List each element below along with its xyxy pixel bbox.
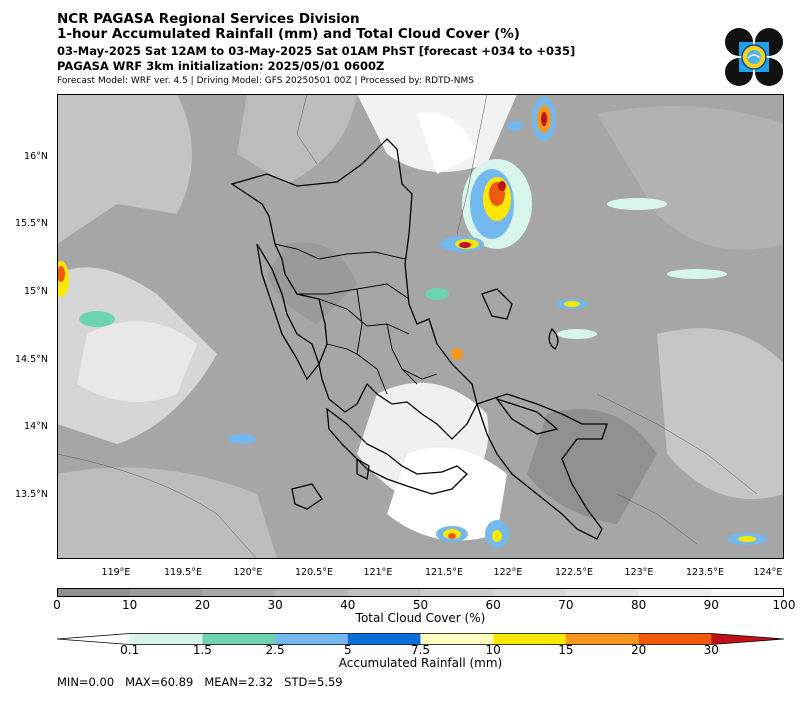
rain-color-segment — [202, 633, 276, 645]
cloud-color-segment — [202, 588, 276, 597]
statistics-line: MIN=0.00 MAX=60.89 MEAN=2.32 STD=5.59 — [57, 675, 343, 689]
rain-tick-label: 0.1 — [120, 643, 140, 657]
rain-color-segment — [347, 633, 421, 645]
lon-label: 120.5°E — [295, 567, 333, 578]
cloud-cover-colorbar — [57, 588, 784, 597]
lat-label: 14.5°N — [14, 354, 48, 365]
cloud-color-segment — [565, 588, 640, 597]
cloud-tick-label: 100 — [772, 598, 796, 612]
rainfall-title: Accumulated Rainfall (mm) — [338, 656, 503, 670]
coastlines — [230, 138, 608, 540]
province-boundaries — [274, 243, 438, 395]
cloud-color-segment — [493, 588, 567, 597]
cloud-cover-title: Total Cloud Cover (%) — [355, 611, 486, 625]
rain-tick-label: 2.5 — [265, 643, 285, 657]
rain-color-segment — [711, 633, 784, 645]
lon-label: 119.5°E — [164, 567, 202, 578]
rain-color-segment — [129, 633, 203, 645]
rain-tick-label: 20 — [630, 643, 647, 657]
cloud-tick-label: 50 — [412, 598, 429, 612]
rain-tick-label: 7.5 — [410, 643, 431, 657]
lon-label: 123°E — [624, 567, 654, 578]
map-subtitle: 1-hour Accumulated Rainfall (mm) and Tot… — [57, 26, 520, 42]
lon-label: 123.5°E — [686, 567, 724, 578]
cloud-tick-label: 40 — [340, 598, 356, 612]
lon-label: 122°E — [493, 567, 523, 578]
cloud-color-segment — [347, 588, 421, 597]
cloud-color-segment — [57, 588, 131, 597]
rain-tick-label: 1.5 — [192, 643, 212, 657]
lat-label: 15.5°N — [14, 218, 48, 229]
rain-color-segment — [565, 633, 640, 645]
map-title: NCR PAGASA Regional Services Division — [57, 11, 360, 27]
cloud-tick-label: 80 — [630, 598, 647, 612]
lon-label: 119°E — [101, 567, 131, 578]
cloud-tick-label: 90 — [703, 598, 719, 612]
cloud-cover-field — [57, 94, 784, 559]
valid-time: 03-May-2025 Sat 12AM to 03-May-2025 Sat … — [57, 44, 576, 58]
lon-label: 120°E — [233, 567, 263, 578]
rain-tick-label: 5 — [343, 643, 352, 657]
init-time: PAGASA WRF 3km initialization: 2025/05/0… — [57, 59, 385, 73]
cloud-tick-label: 30 — [267, 598, 283, 612]
forecast-map — [57, 94, 784, 559]
lat-label: 14°N — [24, 421, 48, 432]
lon-label: 121.5°E — [425, 567, 463, 578]
cloud-color-segment — [420, 588, 494, 597]
lon-label: 122.5°E — [555, 567, 593, 578]
lon-label: 121°E — [363, 567, 393, 578]
rain-tick-label: 30 — [703, 643, 719, 657]
cloud-color-segment — [711, 588, 784, 597]
cloud-color-segment — [129, 588, 203, 597]
rain-color-segment — [420, 633, 494, 645]
rain-color-segment — [57, 633, 130, 645]
rain-color-segment — [493, 633, 567, 645]
cloud-tick-label: 70 — [558, 598, 574, 612]
cloud-color-segment — [638, 588, 712, 597]
model-info: Forecast Model: WRF ver. 4.5 | Driving M… — [57, 76, 474, 86]
cloud-tick-label: 60 — [485, 598, 501, 612]
rainfall-field — [57, 97, 767, 548]
minor-borders — [57, 94, 758, 559]
cloud-tick-label: 10 — [122, 598, 138, 612]
rain-tick-label: 15 — [558, 643, 574, 657]
lat-label: 16°N — [24, 151, 48, 162]
lon-label: 124°E — [753, 567, 783, 578]
lat-label: 15°N — [24, 286, 48, 297]
rain-color-segment — [275, 633, 349, 645]
cloud-tick-label: 20 — [194, 598, 211, 612]
rain-tick-label: 10 — [485, 643, 501, 657]
rain-color-segment — [638, 633, 712, 645]
cloud-color-segment — [275, 588, 349, 597]
pagasa-seal-icon — [725, 28, 783, 86]
rainfall-colorbar — [57, 633, 784, 645]
lat-label: 13.5°N — [14, 489, 48, 500]
cloud-tick-label: 0 — [53, 598, 61, 612]
